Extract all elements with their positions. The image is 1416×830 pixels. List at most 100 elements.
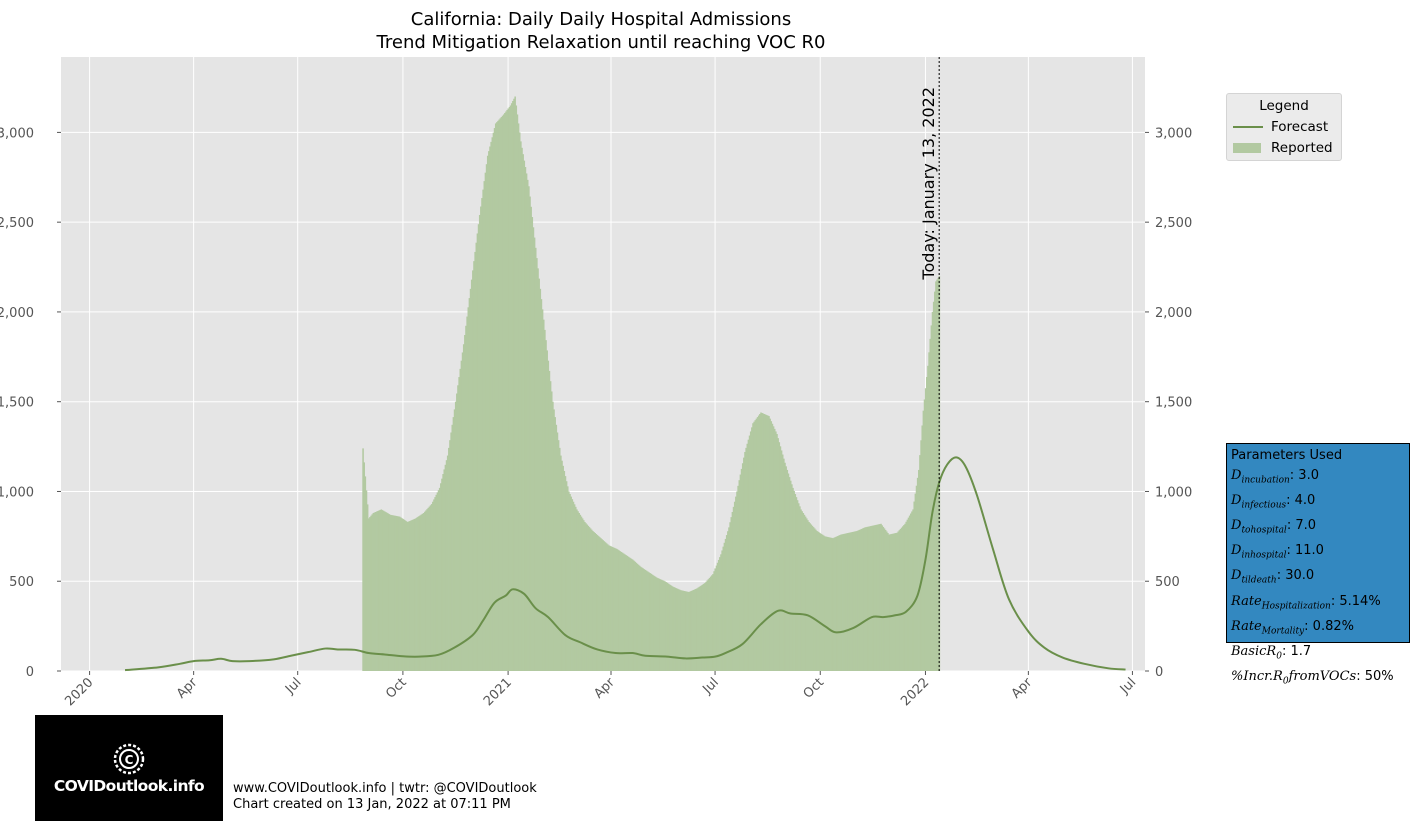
reported-bar xyxy=(743,457,745,671)
reported-bar xyxy=(895,533,897,671)
reported-bar xyxy=(775,431,777,671)
reported-bar xyxy=(537,268,539,671)
reported-bar xyxy=(467,307,470,671)
reported-bar xyxy=(570,496,572,671)
reported-bar xyxy=(779,446,782,671)
reported-bar xyxy=(767,415,769,671)
reported-bar xyxy=(829,537,832,671)
reported-bar xyxy=(795,497,798,671)
reported-bar xyxy=(660,579,663,671)
reported-bar xyxy=(764,414,767,671)
reported-bar xyxy=(700,585,703,671)
covidoutlook-logo: C COVIDoutlook.info xyxy=(35,715,223,821)
reported-bar xyxy=(922,410,925,671)
reported-bar xyxy=(499,118,502,671)
reported-bar xyxy=(513,98,515,672)
reported-bar xyxy=(634,561,636,671)
reported-bar xyxy=(561,460,563,671)
reported-bar xyxy=(404,520,407,671)
reported-bar xyxy=(693,589,696,671)
reported-bar xyxy=(924,388,927,671)
y-tick-label-right: 0 xyxy=(1155,665,1163,680)
reported-bar xyxy=(426,509,428,671)
reported-bar xyxy=(462,344,465,671)
reported-bar xyxy=(720,554,722,671)
reported-bar xyxy=(464,335,466,671)
y-tick-label-right: 2,000 xyxy=(1155,306,1192,321)
reported-bar xyxy=(436,492,439,671)
reported-bar xyxy=(668,584,671,671)
reported-bar xyxy=(389,514,392,671)
reported-bar xyxy=(603,541,606,671)
reported-bar xyxy=(613,547,616,671)
reported-bar xyxy=(435,494,438,671)
reported-bar xyxy=(652,575,655,671)
reported-bar xyxy=(569,494,571,671)
reported-bar xyxy=(746,443,749,671)
reported-bar xyxy=(534,247,537,671)
reported-bar xyxy=(697,587,699,671)
reported-bar xyxy=(373,512,376,671)
reported-bar xyxy=(752,423,754,671)
reported-bar xyxy=(762,413,765,671)
forecast-line xyxy=(124,456,1126,672)
reported-bar xyxy=(563,470,566,671)
reported-bar xyxy=(683,590,686,671)
reported-bar xyxy=(691,590,694,671)
reported-bar xyxy=(884,529,887,671)
reported-bar xyxy=(526,179,529,671)
reported-bar xyxy=(597,536,600,671)
reported-bar xyxy=(437,490,440,671)
reported-bar xyxy=(789,480,792,671)
reported-bar xyxy=(881,525,883,671)
reported-bar xyxy=(518,132,521,671)
reported-bar xyxy=(626,555,628,671)
reported-bar xyxy=(857,530,859,671)
reported-bar xyxy=(419,515,422,671)
reported-bar xyxy=(914,493,917,671)
reported-bar xyxy=(852,531,855,671)
reported-bar xyxy=(781,454,784,671)
reported-bar xyxy=(853,531,856,671)
y-tick-label-right: 2,500 xyxy=(1155,216,1192,231)
reported-bar xyxy=(621,552,624,671)
reported-bar xyxy=(703,583,705,671)
reported-bar xyxy=(500,117,503,672)
reported-bar xyxy=(687,591,689,671)
legend-reported-label: Reported xyxy=(1271,140,1333,156)
reported-bar xyxy=(382,510,385,671)
reported-bar xyxy=(490,141,492,671)
y-axis-left: 0 500 1,000 1,500 2,000 2,500 3,000 xyxy=(0,126,61,680)
reported-bar xyxy=(589,528,592,671)
reported-bar xyxy=(562,465,564,671)
reported-bar xyxy=(387,513,390,671)
reported-bar xyxy=(376,511,378,671)
y-tick-label-left: 1,500 xyxy=(0,396,34,411)
param-incubation: Dincubation: 3.0 xyxy=(1231,467,1319,486)
reported-bar xyxy=(713,571,715,671)
reported-bar xyxy=(865,527,867,671)
reported-bar xyxy=(484,172,487,671)
reported-bar xyxy=(405,521,408,671)
reported-bar xyxy=(619,551,622,671)
reported-bar xyxy=(595,534,598,671)
reported-bar xyxy=(934,291,936,671)
reported-bar xyxy=(840,534,842,671)
reported-bar xyxy=(540,299,543,671)
reported-bar xyxy=(709,576,712,671)
reported-bar xyxy=(649,573,651,671)
reported-bar xyxy=(617,549,619,671)
reported-bar xyxy=(651,574,654,671)
x-tick-label: Apr xyxy=(1009,675,1036,702)
reported-bar xyxy=(421,513,424,671)
reported-bar xyxy=(572,501,575,671)
reported-bar xyxy=(661,580,664,671)
reported-bar xyxy=(842,534,845,671)
reported-bar xyxy=(458,377,460,671)
reported-bar xyxy=(525,173,528,671)
reported-bar xyxy=(369,517,371,671)
reported-bar xyxy=(388,514,391,671)
reported-bar xyxy=(498,119,500,672)
reported-bar xyxy=(873,525,875,671)
reported-bar xyxy=(692,589,695,671)
